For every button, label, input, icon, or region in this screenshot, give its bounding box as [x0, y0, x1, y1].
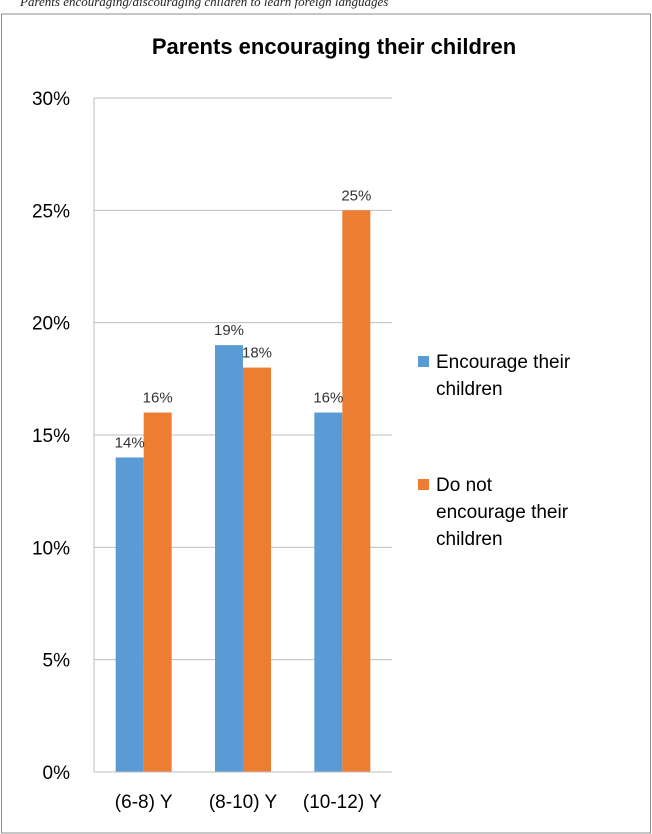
data-label: 25%	[341, 187, 371, 204]
chart-title: Parents encouraging their children	[152, 34, 516, 59]
x-category-label: (6-8) Y	[115, 792, 173, 813]
y-axis-tick-labels: 0% 5% 10% 15% 20% 25% 30%	[32, 89, 70, 784]
legend-swatch-not-encourage	[418, 479, 429, 490]
figure-caption: Parents encouraging/discouraging childre…	[19, 0, 388, 9]
bars	[115, 210, 371, 773]
y-tick-label: 5%	[43, 651, 71, 672]
y-tick-label: 25%	[32, 201, 70, 222]
bar-not-encourage	[342, 210, 371, 773]
y-tick-label: 10%	[32, 538, 70, 559]
legend-swatch-encourage	[418, 356, 429, 367]
data-label: 19%	[214, 322, 244, 339]
x-category-label: (10-12) Y	[303, 792, 382, 813]
legend-label-encourage: Encourage their children	[436, 352, 575, 400]
bar-encourage	[314, 412, 343, 772]
y-tick-label: 30%	[32, 89, 70, 110]
data-label: 16%	[143, 390, 173, 407]
bar-encourage	[115, 457, 144, 772]
data-label: 16%	[313, 390, 343, 407]
y-tick-label: 0%	[43, 763, 71, 784]
legend-label-not-encourage: Do not encourage their children	[436, 475, 573, 550]
bar-not-encourage	[243, 367, 271, 772]
x-category-label: (8-10) Y	[209, 792, 278, 813]
y-tick-label: 20%	[32, 314, 70, 335]
data-label: 18%	[242, 345, 272, 362]
bar-not-encourage	[143, 412, 172, 772]
bar-encourage	[215, 345, 243, 772]
data-label: 14%	[115, 434, 145, 451]
legend: Encourage their children Do not encourag…	[418, 352, 575, 550]
data-labels: 14% 16% 19% 18% 16% 25%	[115, 187, 372, 451]
x-axis-category-labels: (6-8) Y (8-10) Y (10-12) Y	[115, 792, 382, 813]
y-tick-label: 15%	[32, 426, 70, 447]
